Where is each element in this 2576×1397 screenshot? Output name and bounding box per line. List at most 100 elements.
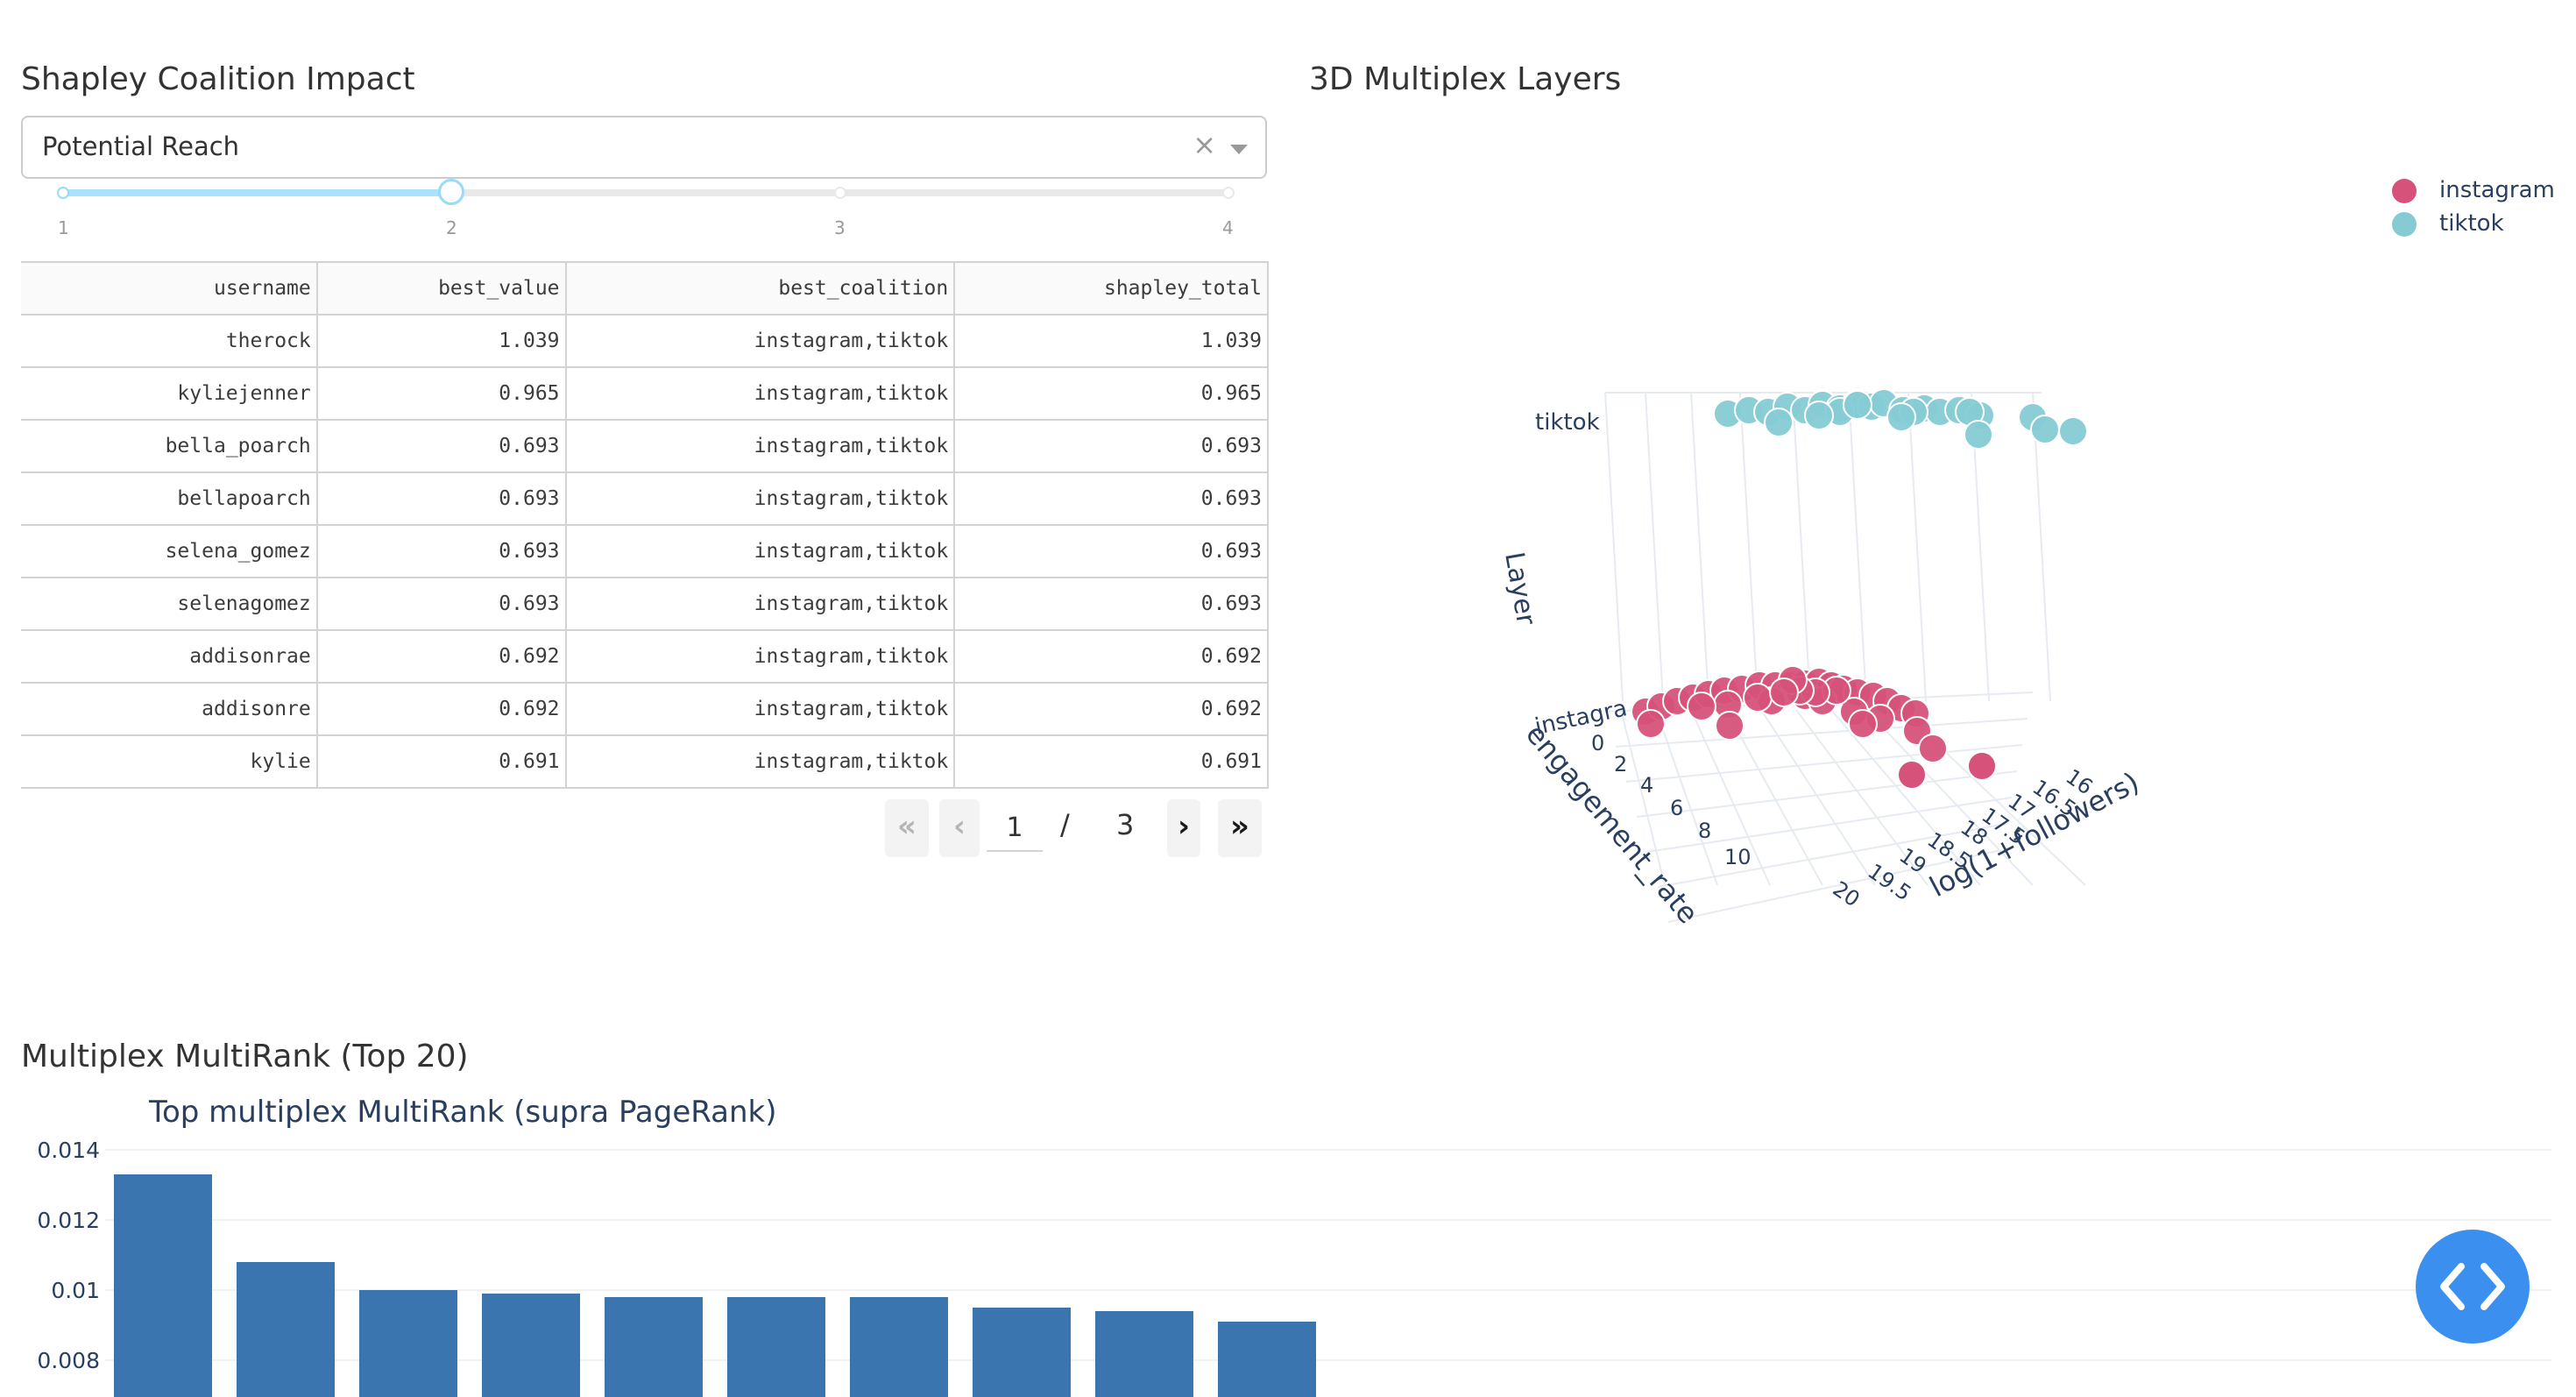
cell-username[interactable]: bellapoarch (21, 472, 318, 526)
cell-best-value[interactable]: 0.693 (315, 577, 567, 631)
column-header-shapley-total[interactable]: shapley_total (953, 261, 1269, 316)
tiktok-point (1964, 420, 1993, 450)
coalition-size-slider[interactable]: 1 2 3 4 (57, 179, 1235, 251)
bar[interactable] (973, 1308, 1071, 1397)
column-header-best-value[interactable]: best_value (315, 261, 567, 316)
shapley-section-title: Shapley Coalition Impact (21, 61, 415, 97)
cell-shapley-total[interactable]: 0.965 (953, 366, 1269, 421)
cell-username[interactable]: kylie (21, 734, 318, 789)
slider-mark[interactable]: 3 (834, 217, 846, 238)
multiplex-3d-plot[interactable]: tiktok instagra Layer engagement_rate lo… (1297, 123, 2576, 947)
table-row: addisonrae 0.692 instagram,tiktok 0.692 (21, 629, 1269, 684)
instagram-point (1769, 677, 1799, 707)
bar[interactable] (482, 1294, 580, 1397)
cell-best-value[interactable]: 0.692 (315, 682, 567, 736)
cell-shapley-total[interactable]: 0.692 (953, 682, 1269, 736)
table-row: addisonre 0.692 instagram,tiktok 0.692 (21, 682, 1269, 736)
table-row: selena_gomez 0.693 instagram,tiktok 0.69… (21, 524, 1269, 578)
bar[interactable] (850, 1297, 948, 1397)
z-tick-tiktok: tiktok (1535, 409, 1600, 436)
cell-best-coalition[interactable]: instagram,tiktok (564, 682, 956, 736)
slider-mark[interactable]: 1 (58, 217, 69, 238)
y-tick-label: 0.014 (37, 1138, 100, 1163)
cell-best-coalition[interactable]: instagram,tiktok (564, 419, 956, 473)
cell-username[interactable]: therock (21, 314, 318, 368)
cell-best-coalition[interactable]: instagram,tiktok (564, 577, 956, 631)
cell-shapley-total[interactable]: 0.693 (953, 419, 1269, 473)
cell-shapley-total[interactable]: 0.693 (953, 524, 1269, 578)
cell-best-value[interactable]: 0.691 (315, 734, 567, 789)
cell-username[interactable]: addisonre (21, 682, 318, 736)
tiktok-point (2030, 415, 2060, 444)
cell-best-value[interactable]: 0.693 (315, 419, 567, 473)
bar[interactable] (727, 1297, 825, 1397)
page-number-input[interactable] (987, 805, 1043, 852)
bar[interactable] (1218, 1322, 1316, 1397)
cell-username[interactable]: kyliejenner (21, 366, 318, 421)
slider-dot[interactable] (834, 187, 846, 199)
slider-dot[interactable] (57, 187, 69, 199)
instagram-point (1967, 751, 1997, 781)
table-row: bellapoarch 0.693 instagram,tiktok 0.693 (21, 472, 1269, 526)
column-header-username[interactable]: username (21, 261, 318, 316)
table-header-row: username best_value best_coalition shapl… (21, 261, 1269, 316)
cell-username[interactable]: selenagomez (21, 577, 318, 631)
slider-mark[interactable]: 4 (1222, 217, 1234, 238)
instagram-point (1848, 709, 1878, 739)
cell-shapley-total[interactable]: 0.693 (953, 577, 1269, 631)
cell-best-value[interactable]: 0.693 (315, 472, 567, 526)
cell-best-value[interactable]: 1.039 (315, 314, 567, 368)
legend-label: instagram (2439, 177, 2555, 203)
column-header-best-coalition[interactable]: best_coalition (564, 261, 956, 316)
table-row: selenagomez 0.693 instagram,tiktok 0.693 (21, 577, 1269, 631)
cell-shapley-total[interactable]: 0.691 (953, 734, 1269, 789)
cell-best-coalition[interactable]: instagram,tiktok (564, 524, 956, 578)
slider-dot[interactable] (1222, 187, 1235, 199)
tiktok-point (1804, 401, 1834, 430)
y-tick-label: 0.01 (51, 1278, 100, 1303)
cell-shapley-total[interactable]: 0.692 (953, 629, 1269, 684)
last-page-button[interactable]: » (1218, 799, 1262, 857)
cell-best-coalition[interactable]: instagram,tiktok (564, 734, 956, 789)
bar[interactable] (114, 1174, 212, 1397)
multirank-section-title: Multiplex MultiRank (Top 20) (21, 1039, 469, 1074)
multirank-bar-chart: Top multiplex MultiRank (supra PageRank)… (37, 1095, 2551, 1397)
cell-shapley-total[interactable]: 1.039 (953, 314, 1269, 368)
bar[interactable] (1095, 1311, 1193, 1397)
cell-best-coalition[interactable]: instagram,tiktok (564, 472, 956, 526)
cell-best-value[interactable]: 0.965 (315, 366, 567, 421)
first-page-button[interactable]: « (885, 799, 929, 857)
code-icon (2440, 1263, 2505, 1310)
metric-dropdown[interactable]: Potential Reach × (21, 116, 1267, 179)
cell-shapley-total[interactable]: 0.693 (953, 472, 1269, 526)
bar[interactable] (359, 1290, 457, 1397)
previous-page-button[interactable]: ‹ (939, 799, 980, 857)
cell-username[interactable]: addisonrae (21, 629, 318, 684)
cell-best-value[interactable]: 0.693 (315, 524, 567, 578)
instagram-point (1687, 691, 1716, 721)
bar[interactable] (237, 1262, 335, 1397)
cell-best-coalition[interactable]: instagram,tiktok (564, 314, 956, 368)
chevron-down-icon[interactable] (1230, 145, 1248, 154)
cell-username[interactable]: bella_poarch (21, 419, 318, 473)
slider-handle[interactable] (438, 179, 464, 205)
z-axis-title: Layer (1498, 550, 1541, 628)
clear-icon[interactable]: × (1192, 128, 1216, 161)
tiktok-point (1764, 408, 1794, 437)
next-page-button[interactable]: › (1167, 799, 1200, 857)
cell-username[interactable]: selena_gomez (21, 524, 318, 578)
x-tick-label: 2 (1614, 752, 1627, 777)
metric-dropdown-value: Potential Reach (42, 131, 240, 161)
shapley-table: username best_value best_coalition shapl… (21, 261, 1269, 791)
cell-best-coalition[interactable]: instagram,tiktok (564, 366, 956, 421)
bars (114, 1174, 1316, 1397)
bar[interactable] (605, 1297, 703, 1397)
y-axis: 0.014 0.012 0.01 0.008 (37, 1138, 100, 1373)
table-row: bella_poarch 0.693 instagram,tiktok 0.69… (21, 419, 1269, 473)
slider-mark[interactable]: 2 (446, 217, 457, 238)
code-toggle-button[interactable] (2416, 1230, 2530, 1344)
cell-best-value[interactable]: 0.692 (315, 629, 567, 684)
legend-swatch (2392, 179, 2417, 203)
slider-rail[interactable] (63, 189, 1228, 196)
cell-best-coalition[interactable]: instagram,tiktok (564, 629, 956, 684)
